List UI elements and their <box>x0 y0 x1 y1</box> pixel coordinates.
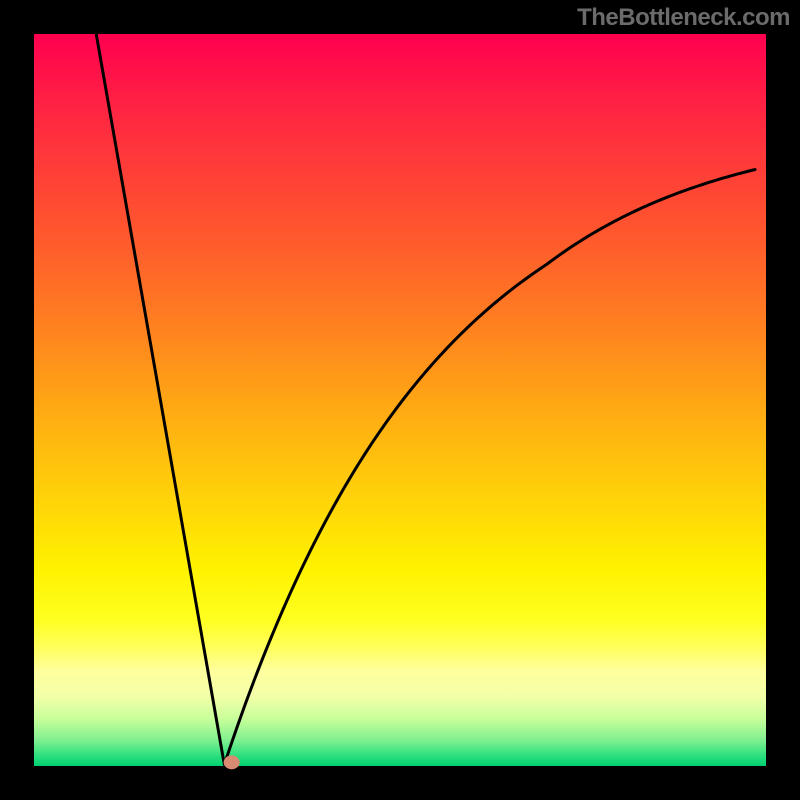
chart-container: TheBottleneck.com <box>0 0 800 800</box>
watermark-text: TheBottleneck.com <box>577 4 790 32</box>
plot-gradient-background <box>34 34 766 766</box>
bottleneck-chart-svg <box>0 0 800 800</box>
valley-dot-marker <box>224 755 240 769</box>
